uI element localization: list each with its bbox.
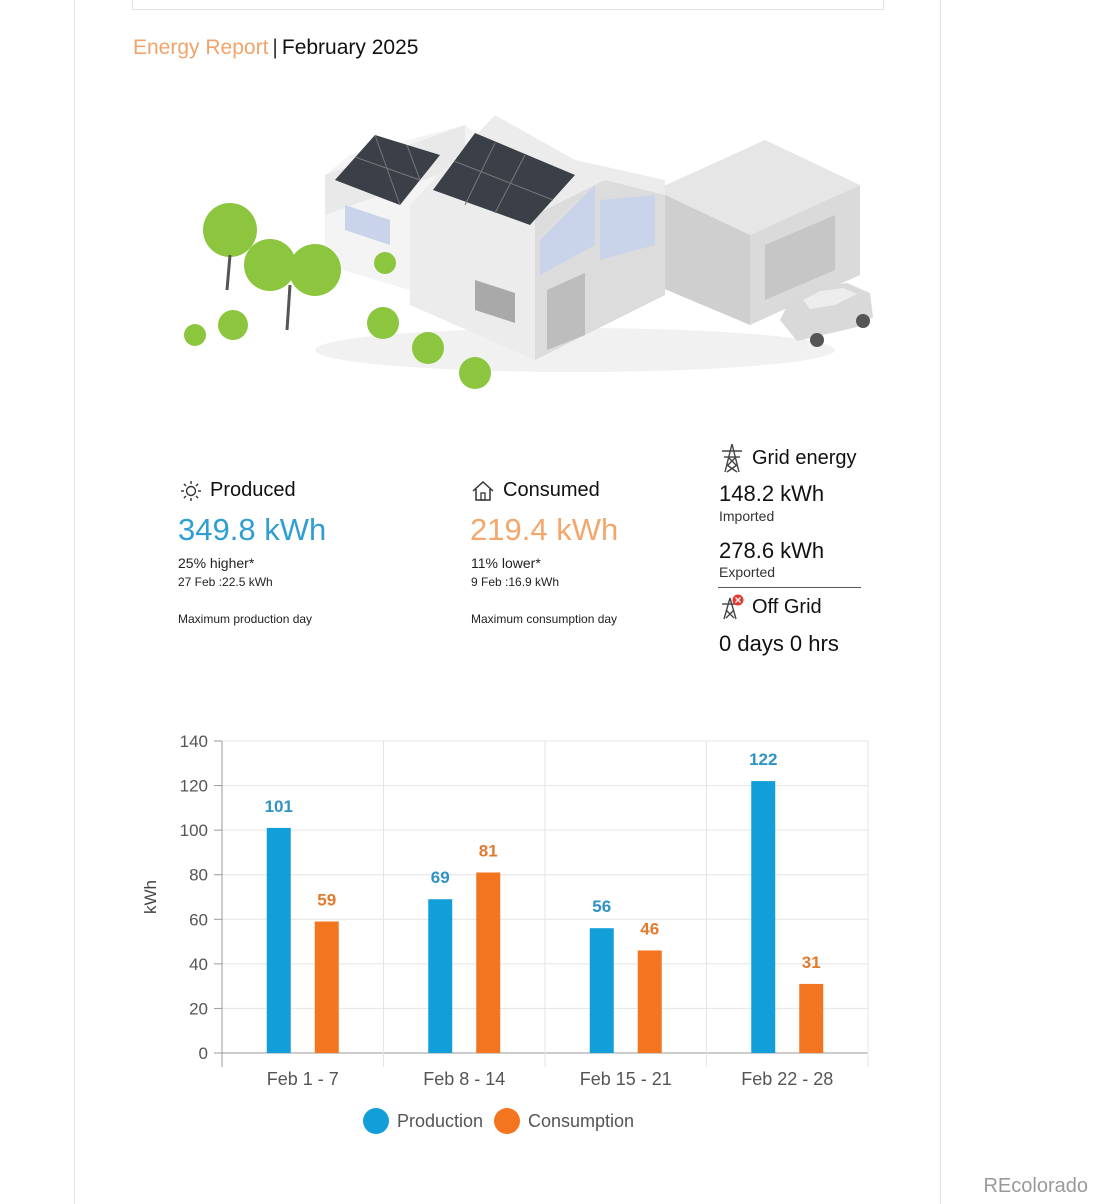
produced-label: Produced (210, 479, 296, 501)
data-label-production: 122 (749, 750, 777, 769)
grid-label: Grid energy (752, 446, 857, 469)
consumed-comparison: 11% lower* (471, 555, 541, 571)
x-tick-label: Feb 8 - 14 (423, 1069, 505, 1089)
produced-comparison: 25% higher* (178, 555, 255, 571)
y-axis-label: kWh (141, 880, 160, 914)
bar-consumption (314, 921, 339, 1053)
bar-consumption (799, 983, 824, 1053)
grid-divider (718, 587, 861, 588)
data-label-production: 56 (592, 897, 611, 916)
sun-icon (181, 480, 201, 501)
grid-exported-value: 278.6 kWh (719, 538, 825, 563)
legend-consumption-label: Consumption (528, 1110, 635, 1131)
grid-exported-label: Exported (719, 564, 776, 580)
produced-max-label: Maximum production day (178, 612, 313, 626)
legend-consumption: Consumption (494, 1108, 634, 1134)
y-tick-label: 140 (180, 732, 208, 751)
legend-production-swatch (363, 1108, 389, 1134)
bar-consumption (637, 950, 662, 1053)
y-tick-label: 60 (189, 910, 208, 929)
y-tick-label: 120 (180, 777, 208, 796)
data-label-consumption: 31 (802, 953, 821, 972)
data-label-production: 69 (431, 868, 450, 887)
x-tick-label: Feb 1 - 7 (267, 1069, 339, 1089)
title-separator: | (272, 36, 278, 59)
y-tick-label: 0 (199, 1044, 208, 1063)
house-illustration (184, 115, 873, 389)
watermark: REcolorado (983, 1175, 1088, 1197)
top-box (132, 0, 884, 10)
y-tick-label: 20 (189, 999, 208, 1018)
y-tick-label: 40 (189, 955, 208, 974)
power-pylon-icon (722, 443, 742, 473)
legend-production: Production (363, 1108, 483, 1134)
grid-imported-value: 148.2 kWh (719, 481, 825, 506)
produced-value: 349.8 kWh (178, 512, 327, 547)
bar-production (751, 781, 776, 1053)
report-card (74, 0, 941, 1204)
off-grid-value: 0 days 0 hrs (719, 631, 839, 656)
weekly-energy-chart: 0 20 40 60 80 100 120 140 kWh 101 59 Feb 1 - 7 69 81 F… (141, 732, 869, 1089)
house-icon (472, 480, 494, 501)
y-tick-label: 80 (189, 866, 208, 885)
report-month: February 2025 (281, 36, 419, 59)
legend-consumption-swatch (494, 1108, 520, 1134)
x-tick-label: Feb 22 - 28 (741, 1069, 833, 1089)
bar-production (428, 899, 453, 1053)
data-label-production: 101 (265, 797, 293, 816)
data-label-consumption: 46 (640, 919, 659, 938)
x-tick-label: Feb 15 - 21 (580, 1069, 672, 1089)
grid-imported-label: Imported (719, 508, 775, 524)
data-label-consumption: 81 (479, 841, 498, 860)
bar-production (266, 827, 291, 1053)
bar-production (589, 928, 614, 1053)
produced-heading: Produced (180, 479, 296, 502)
data-label-consumption: 59 (317, 891, 336, 910)
consumed-value: 219.4 kWh (470, 512, 619, 547)
consumed-heading: Consumed (471, 479, 600, 502)
consumed-max-day: 9 Feb :16.9 kWh (471, 575, 560, 589)
off-grid-label: Off Grid (752, 595, 822, 618)
produced-max-day: 27 Feb :22.5 kWh (178, 575, 273, 589)
consumed-label: Consumed (503, 479, 600, 501)
power-pylon-off-icon (722, 594, 744, 620)
consumed-max-label: Maximum consumption day (471, 612, 618, 626)
report-title: Energy Report | February 2025 (133, 36, 418, 60)
off-grid-heading: Off Grid (720, 594, 822, 620)
y-tick-label: 100 (180, 821, 208, 840)
grid-heading: Grid energy (720, 443, 857, 473)
title-accent: Energy Report (133, 36, 269, 59)
legend-production-label: Production (397, 1110, 484, 1131)
bar-consumption (476, 872, 501, 1053)
